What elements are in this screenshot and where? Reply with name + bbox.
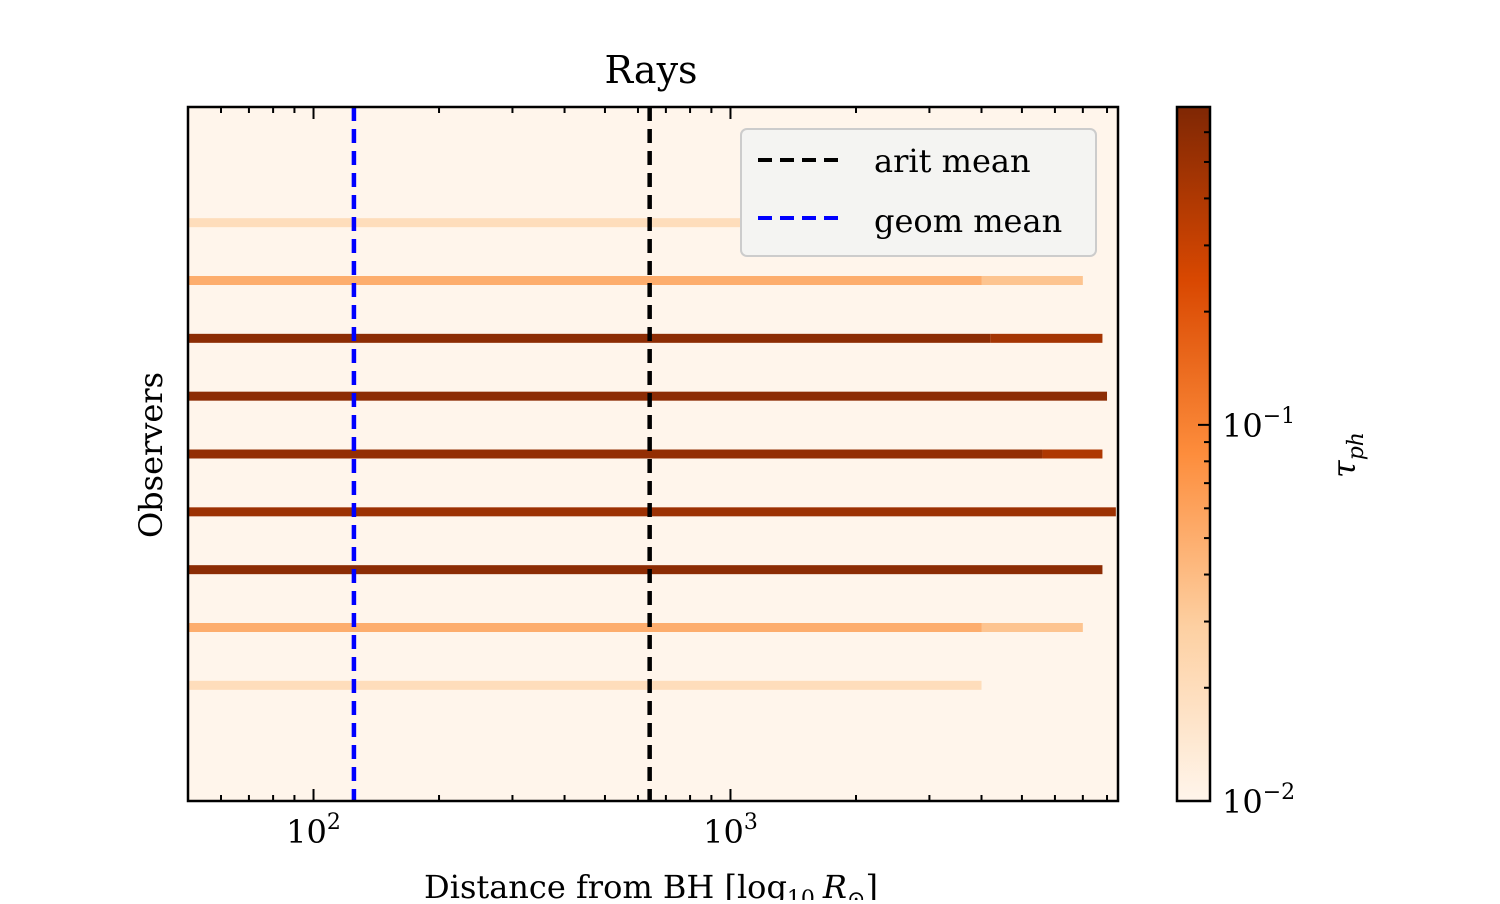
ray-7-segment-1: [188, 565, 1103, 575]
legend: arit mean geom mean: [740, 128, 1097, 257]
ray-2-segment-2: [981, 276, 1083, 285]
ray-6-segment-1: [188, 507, 1116, 517]
legend-label-arit-mean: arit mean: [874, 142, 1031, 180]
ray-3-segment-2: [990, 333, 1103, 343]
ray-2-segment-1: [188, 276, 982, 285]
plot-frame: [186, 105, 1120, 803]
x-axis-label: Distance from BH [log10 R⊙]: [424, 868, 878, 900]
colorbar: 10−2 10−1 τph: [1175, 105, 1369, 821]
ray-1-segment-1: [188, 218, 982, 228]
colorbar-tick-label: 10−1: [1222, 404, 1295, 445]
x-tick-label: 102: [286, 810, 341, 851]
colorbar-tick-label: 10−2: [1222, 780, 1295, 821]
ray-9-segment-1: [188, 680, 982, 690]
ray-5-segment-1: [188, 449, 1043, 459]
ray-3-segment-1: [188, 333, 991, 343]
x-axis: 102 103: [187, 107, 1109, 851]
x-tick-label: 103: [703, 810, 758, 851]
legend-label-geom-mean: geom mean: [874, 202, 1062, 240]
colorbar-label: τph: [1325, 432, 1369, 478]
colorbar-ticks: 10−2 10−1: [1198, 131, 1295, 821]
ray-8-segment-2: [981, 623, 1083, 632]
chart-title: Rays: [604, 48, 697, 92]
mean-lines: [351, 107, 652, 801]
y-axis-label: Observers: [132, 372, 170, 538]
ray-5-segment-2: [1042, 449, 1103, 459]
ray-8-segment-1: [188, 623, 982, 632]
colorbar-gradient: [1175, 105, 1212, 803]
